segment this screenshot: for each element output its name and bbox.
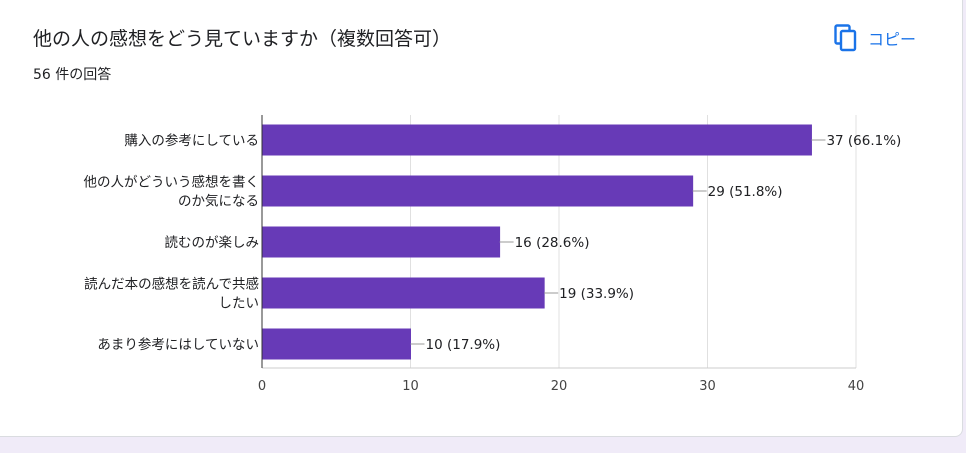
question-title: 他の人の感想をどう見ていますか（複数回答可） <box>33 28 452 50</box>
copy-icon <box>834 24 858 52</box>
category-label: 読んだ本の感想を読んで共感したい <box>84 276 259 312</box>
x-tick-label: 20 <box>551 379 568 394</box>
x-tick-label: 0 <box>258 379 266 394</box>
question-card: 他の人の感想をどう見ていますか（複数回答可） 56 件の回答 コピー 0 10 20… <box>0 0 963 437</box>
category-label: あまり参考にはしていない <box>97 336 259 353</box>
value-label: 29 (51.8%) <box>708 184 783 200</box>
category-label: 読むのが楽しみ <box>165 235 260 251</box>
x-tick-label: 30 <box>699 379 716 394</box>
bar <box>262 277 545 309</box>
x-tick-label: 40 <box>848 379 865 394</box>
category-label: 他の人がどういう感想を書くのか気になる <box>84 174 260 210</box>
response-count: 56 件の回答 <box>33 67 112 83</box>
x-tick-label: 10 <box>402 379 419 394</box>
bar <box>262 124 812 156</box>
bar <box>262 226 501 258</box>
copy-label: コピー <box>868 30 917 49</box>
value-label: 19 (33.9%) <box>559 286 634 302</box>
bar <box>262 175 694 207</box>
copy-button[interactable]: コピー <box>834 20 916 56</box>
bar <box>262 328 411 360</box>
value-label: 16 (28.6%) <box>515 235 590 251</box>
value-label: 37 (66.1%) <box>826 133 901 149</box>
category-label: 購入の参考にしている <box>124 132 259 149</box>
value-label: 10 (17.9%) <box>426 337 501 353</box>
